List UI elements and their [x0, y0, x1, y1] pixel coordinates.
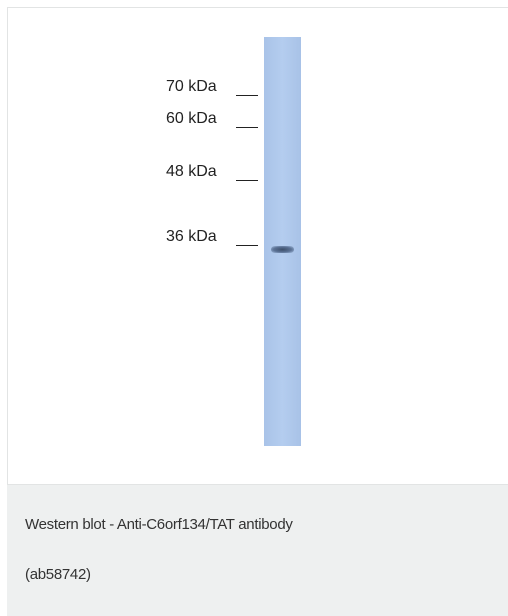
marker-tick — [236, 127, 258, 128]
page: 70 kDa 60 kDa 48 kDa 36 kDa Western blot - … — [0, 0, 508, 616]
marker-tick — [236, 180, 258, 181]
marker-label: 60 kDa — [166, 110, 217, 128]
marker-tick — [236, 95, 258, 96]
caption-box: Western blot - Anti-C6orf134/TAT antibod… — [7, 485, 508, 616]
blot-lane — [264, 37, 301, 446]
marker-label: 70 kDa — [166, 78, 217, 96]
marker-tick — [236, 245, 258, 246]
marker-label: 48 kDa — [166, 163, 217, 181]
caption-text: Western blot - Anti-C6orf134/TAT antibod… — [25, 516, 293, 533]
marker-label: 36 kDa — [166, 228, 217, 246]
caption-text: (ab58742) — [25, 566, 91, 583]
figure-frame: 70 kDa 60 kDa 48 kDa 36 kDa — [7, 7, 508, 485]
blot-band — [271, 246, 294, 253]
